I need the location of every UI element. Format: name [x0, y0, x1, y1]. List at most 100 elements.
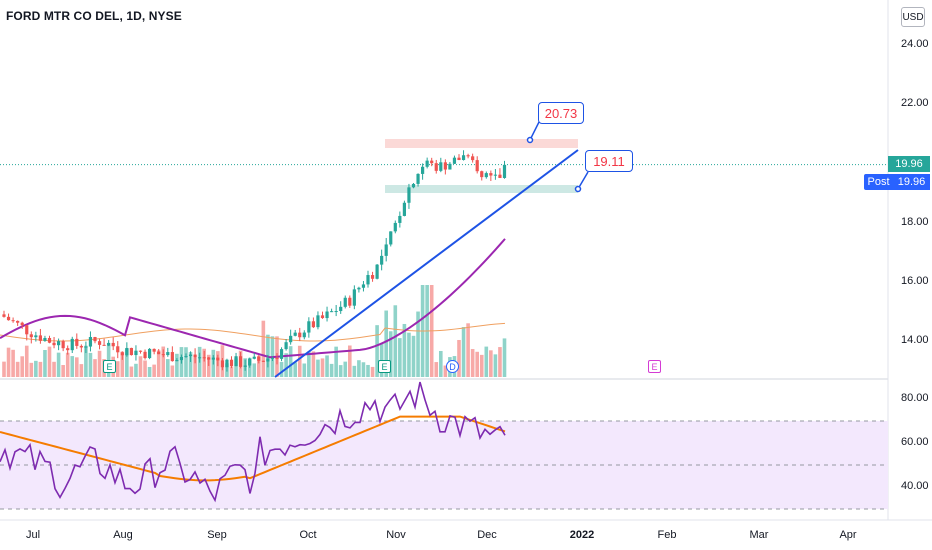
candle-body [361, 284, 366, 288]
volume-bar [466, 323, 470, 377]
candle-body [430, 160, 434, 164]
candle-body [198, 357, 202, 359]
volume-bar [498, 347, 502, 377]
rsi-line [0, 381, 506, 503]
candle-body [25, 325, 29, 335]
volume-bar [443, 365, 448, 377]
volume-bar [252, 363, 257, 377]
volume-bar [6, 347, 11, 377]
volume-bar [338, 365, 343, 377]
rsi-lines [0, 381, 506, 503]
candle-body [407, 187, 411, 203]
candle-body [384, 244, 388, 256]
candle-body [348, 297, 352, 306]
volume-bar [43, 349, 47, 377]
symbol-title[interactable]: FORD MTR CO DEL, 1D, NYSE [6, 9, 182, 23]
candle-body [38, 335, 42, 341]
candle-body [252, 356, 256, 359]
candle-body [43, 337, 47, 341]
candle-body [129, 347, 133, 356]
candle-body [452, 157, 457, 164]
candle-body [207, 357, 211, 360]
volume-bar [475, 351, 479, 377]
volume-bar [84, 345, 88, 377]
volume-bar [261, 320, 266, 377]
volume-bar [147, 366, 152, 377]
earnings-marker-icon[interactable]: E [103, 360, 116, 373]
candle-body [293, 332, 297, 336]
volume-bar [188, 352, 193, 377]
candle-body [29, 334, 33, 338]
volume-bar [479, 354, 484, 377]
resistance-callout[interactable]: 20.73 [538, 102, 584, 124]
volume-bar [434, 362, 439, 377]
volume-bar [47, 346, 52, 377]
candle-body [357, 287, 361, 290]
volume-bar [357, 360, 361, 377]
volume-bar [297, 345, 302, 377]
candle-body [266, 358, 270, 362]
price-axis-label: 24.00 [901, 38, 929, 50]
candle-body [143, 351, 147, 359]
earnings-marker-icon[interactable]: E [378, 360, 391, 373]
volume-bar [329, 363, 334, 377]
volume-bar [343, 361, 348, 377]
volume-bar [125, 348, 129, 377]
volume-bar [38, 361, 43, 377]
candle-body [11, 320, 15, 322]
candle-body [439, 162, 443, 171]
volume-bar [193, 357, 197, 377]
time-axis-label: Mar [749, 529, 769, 541]
time-axis-label: Feb [657, 529, 677, 541]
dividend-marker-icon[interactable]: D [446, 360, 459, 373]
volume-bar [370, 366, 375, 377]
future-earnings-marker-icon[interactable]: E [648, 360, 661, 373]
candles [2, 150, 507, 372]
ma-line [0, 238, 506, 359]
volume-bar [88, 352, 93, 377]
volume-bar [70, 356, 75, 377]
candle-body [471, 156, 475, 161]
volume-bar [138, 356, 143, 377]
volume-bar [143, 360, 147, 377]
candle-body [107, 342, 111, 346]
candle-body [284, 342, 288, 350]
candle-body [211, 357, 215, 360]
candle-body [370, 275, 375, 279]
candle-body [311, 321, 315, 328]
volume-bar [152, 364, 156, 377]
volume-bar [156, 350, 161, 377]
resistance-zone [385, 139, 578, 148]
volume-bar [257, 355, 261, 377]
trendline[interactable] [274, 149, 579, 378]
volume-bar [166, 359, 170, 377]
volume-bar [302, 363, 307, 377]
time-axis-label: Sep [207, 529, 227, 541]
candle-body [170, 352, 174, 362]
volume-bar [75, 357, 79, 377]
volume-bar [361, 362, 366, 377]
candle-body [125, 347, 129, 356]
volume-bar [320, 358, 325, 377]
candle-body [380, 255, 384, 265]
volume-bar [366, 364, 370, 377]
volume-bar [65, 352, 70, 377]
candle-body [298, 332, 302, 338]
currency-button[interactable]: USD [901, 7, 925, 27]
candle-body [443, 162, 447, 170]
time-axis-label: 2022 [569, 529, 595, 541]
candle-body [393, 222, 397, 232]
support-callout[interactable]: 19.11 [585, 150, 633, 172]
volume-bar [175, 353, 179, 377]
candle-body [220, 360, 224, 368]
volume-bar [279, 361, 284, 377]
candle-body [402, 202, 406, 216]
support-anchor [574, 185, 582, 193]
candle-body [330, 311, 334, 313]
rsi-ma-line [0, 415, 506, 482]
candle-body [475, 160, 479, 172]
candle-body [148, 348, 152, 359]
volume-bar [229, 366, 234, 377]
candle-body [2, 314, 6, 317]
